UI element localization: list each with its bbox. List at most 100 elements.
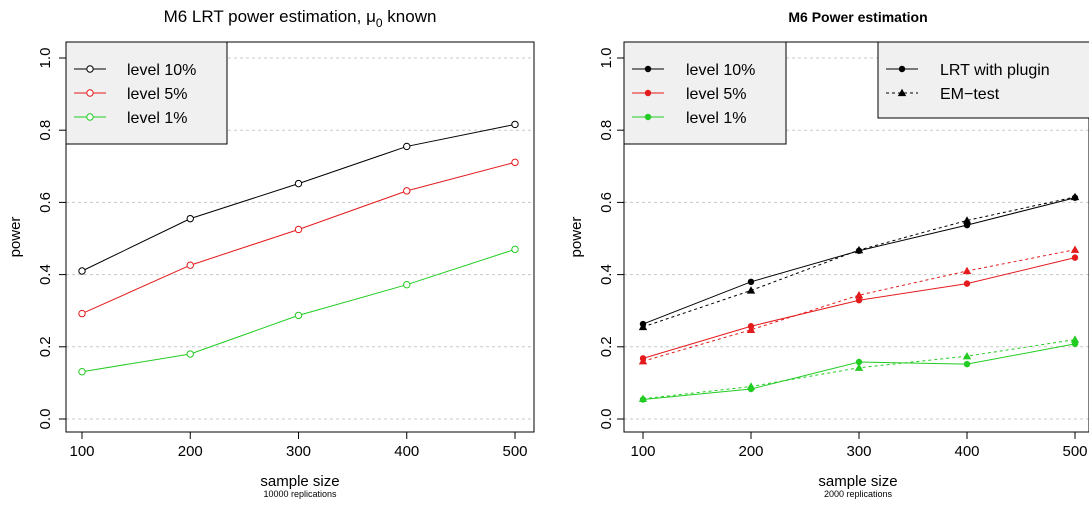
legend-marker	[898, 65, 906, 73]
data-point	[963, 360, 971, 368]
left-x-axis-label: sample size	[260, 473, 339, 490]
legend-marker	[644, 113, 652, 121]
x-tick-label: 100	[69, 443, 94, 460]
right-chart-title: M6 Power estimation	[788, 9, 927, 25]
legend-label: LRT with plugin	[940, 62, 1050, 79]
data-point	[746, 286, 756, 294]
left-chart-title: M6 LRT power estimation, μ0 known	[164, 7, 437, 30]
data-point	[78, 309, 86, 318]
series-line	[81, 123, 516, 272]
x-tick-label: 400	[954, 443, 979, 460]
series-line	[81, 248, 516, 373]
right-chart: M6 Power estimation 100 200 300 400 500 0.00…	[568, 9, 1089, 499]
x-tick-label: 200	[178, 443, 203, 460]
x-tick-label: 400	[394, 443, 419, 460]
right-x-axis: 100 200 300 400 500	[630, 431, 1088, 460]
left-chart: M6 LRT power estimation, μ0 known 100 200…	[7, 7, 535, 499]
data-point	[638, 394, 648, 402]
data-point	[403, 142, 411, 151]
data-point	[294, 311, 303, 320]
y-tick-label: 0.4	[598, 264, 615, 285]
legend-marker	[644, 65, 652, 73]
y-tick-label: 1.0	[598, 48, 615, 69]
y-tick-label: 0.6	[37, 192, 54, 213]
y-tick-label: 0.8	[37, 120, 54, 141]
data-point	[746, 325, 756, 333]
data-point	[1070, 192, 1080, 201]
data-point	[854, 245, 864, 254]
left-title-subscript: 0	[376, 16, 383, 30]
legend-marker	[897, 88, 907, 97]
data-point	[403, 281, 411, 289]
data-point	[855, 358, 863, 366]
x-tick-label: 200	[738, 443, 763, 460]
legend-label: level 10%	[127, 62, 196, 79]
data-point	[511, 158, 519, 167]
y-tick-label: 0.8	[598, 120, 615, 141]
data-point	[186, 261, 194, 269]
data-point	[746, 382, 756, 390]
series-line	[642, 257, 1076, 359]
data-point	[638, 322, 648, 331]
right-x-axis-label: sample size	[818, 473, 897, 490]
x-tick-label: 500	[1062, 443, 1087, 460]
left-title-suffix: known	[383, 7, 437, 26]
data-point	[186, 214, 194, 223]
y-tick-label: 1.0	[37, 48, 54, 69]
legend-marker	[86, 113, 94, 121]
x-tick-label: 300	[846, 443, 871, 460]
y-tick-label: 0.2	[37, 336, 54, 357]
data-point	[1071, 254, 1079, 261]
data-point	[294, 179, 303, 188]
x-tick-label: 500	[502, 443, 527, 460]
data-point	[78, 267, 86, 275]
data-point	[403, 187, 411, 195]
right-method-legend-box	[877, 41, 1089, 119]
legend-label: EM−test	[940, 86, 1000, 103]
data-point	[962, 266, 972, 275]
data-point	[511, 245, 519, 254]
y-tick-label: 0.2	[598, 336, 615, 357]
series-line	[642, 249, 1076, 362]
data-point	[855, 297, 863, 304]
right-y-axis: 0.0 0.2 0.4 0.6 0.8 1.0	[598, 48, 625, 430]
legend-label: level 1%	[686, 110, 746, 127]
legend-marker	[86, 65, 94, 73]
left-series	[78, 120, 519, 376]
data-point	[78, 368, 86, 376]
data-point	[962, 351, 972, 360]
legend-marker	[86, 89, 94, 97]
data-point	[747, 278, 755, 286]
y-tick-label: 0.6	[598, 192, 615, 213]
left-legend: level 10% level 5% level 1%	[65, 41, 228, 145]
data-point	[186, 350, 194, 358]
left-y-axis: 0.0 0.2 0.4 0.6 0.8 1.0	[37, 48, 67, 430]
legend-marker	[644, 89, 652, 97]
legend-label: level 10%	[686, 62, 755, 79]
data-point	[1070, 335, 1080, 343]
legend-label: level 5%	[127, 86, 187, 103]
data-point	[511, 120, 519, 129]
y-tick-label: 0.4	[37, 264, 54, 285]
data-point	[854, 363, 864, 371]
data-point	[638, 357, 648, 365]
left-y-axis-label: power	[7, 217, 24, 258]
right-y-axis-label: power	[568, 217, 585, 258]
left-x-axis-sublabel: 10000 replications	[263, 489, 337, 499]
right-method-legend: LRT with plugin EM−test	[877, 41, 1089, 119]
data-point	[1070, 245, 1080, 253]
data-point	[854, 290, 864, 299]
x-tick-label: 100	[630, 443, 655, 460]
right-series	[638, 192, 1080, 403]
left-x-axis: 100 200 300 400 500	[69, 431, 528, 460]
data-point	[962, 216, 972, 224]
left-title-main: M6 LRT power estimation, μ	[164, 7, 376, 26]
y-tick-label: 0.0	[37, 409, 54, 430]
legend-label: level 5%	[686, 86, 746, 103]
data-point	[294, 225, 303, 234]
series-line	[642, 343, 1076, 401]
right-x-axis-sublabel: 2000 replications	[824, 489, 893, 499]
x-tick-label: 300	[286, 443, 311, 460]
y-tick-label: 0.0	[598, 409, 615, 430]
